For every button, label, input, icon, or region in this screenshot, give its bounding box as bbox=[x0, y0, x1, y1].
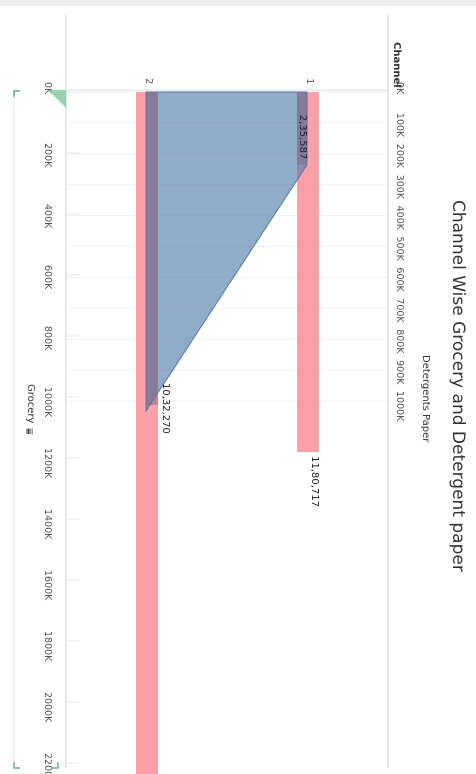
top-axis-tick-label: 300K bbox=[394, 175, 405, 200]
bottom-axis-tick-label: 1400K bbox=[42, 509, 53, 540]
grocery-bar bbox=[297, 92, 319, 453]
top-axis-tick-label: 500K bbox=[394, 237, 405, 262]
overlap-band bbox=[146, 92, 158, 405]
top-axis-tick-label: 0K bbox=[394, 82, 405, 95]
bottom-axis-tick-label: 400K bbox=[42, 204, 53, 229]
bottom-axis-title: Grocery bbox=[25, 384, 36, 424]
bracket-bottom-right bbox=[52, 762, 59, 769]
top-axis-tick-label: 800K bbox=[394, 329, 405, 354]
overlap-band bbox=[297, 92, 307, 165]
category-label: 2 bbox=[143, 78, 154, 84]
data-label: 2,35,587 bbox=[297, 115, 308, 160]
bottom-axis-tick-label: 1600K bbox=[42, 570, 53, 601]
bottom-axis-tick-label: 800K bbox=[42, 326, 53, 351]
data-label: 11,80,717 bbox=[309, 456, 320, 507]
bottom-axis-tick-label: 600K bbox=[42, 265, 53, 290]
top-axis-tick-label: 100K bbox=[394, 113, 405, 138]
detergent-area bbox=[145, 91, 308, 413]
bottom-axis-tick-label: 0K bbox=[42, 82, 53, 95]
top-axis-tick-label: 200K bbox=[394, 144, 405, 169]
top-axis-title: Detergents Paper bbox=[420, 355, 431, 443]
top-axis-tick-label: 600K bbox=[394, 267, 405, 292]
bottom-axis-tick-label: 200K bbox=[42, 143, 53, 168]
bottom-axis-tick-label: 1200K bbox=[42, 448, 53, 479]
bottom-axis-tick-label: 1000K bbox=[42, 387, 53, 418]
axis-corner-marker bbox=[48, 90, 66, 108]
data-label: 10,32,270 bbox=[160, 383, 171, 434]
filter-icon[interactable]: ⩸ bbox=[23, 428, 36, 435]
top-axis-tick-label: 1000K bbox=[394, 391, 405, 422]
bottom-axis-tick-label: 1800K bbox=[42, 631, 53, 662]
chart-title: Channel Wise Grocery and Detergent paper bbox=[448, 200, 468, 572]
category-axis-title: Channel bbox=[391, 42, 402, 88]
bottom-axis-tick-label: 2200K bbox=[42, 753, 53, 774]
category-label: 1 bbox=[304, 78, 315, 84]
bottom-axis-tick-label: 2000K bbox=[42, 692, 53, 723]
top-axis-tick-label: 700K bbox=[394, 298, 405, 323]
top-border bbox=[0, 0, 476, 6]
top-axis-tick-label: 900K bbox=[394, 360, 405, 385]
top-axis-tick-label: 400K bbox=[394, 206, 405, 231]
bracket-bottom-left bbox=[13, 762, 20, 769]
bracket-top-left bbox=[13, 90, 20, 97]
